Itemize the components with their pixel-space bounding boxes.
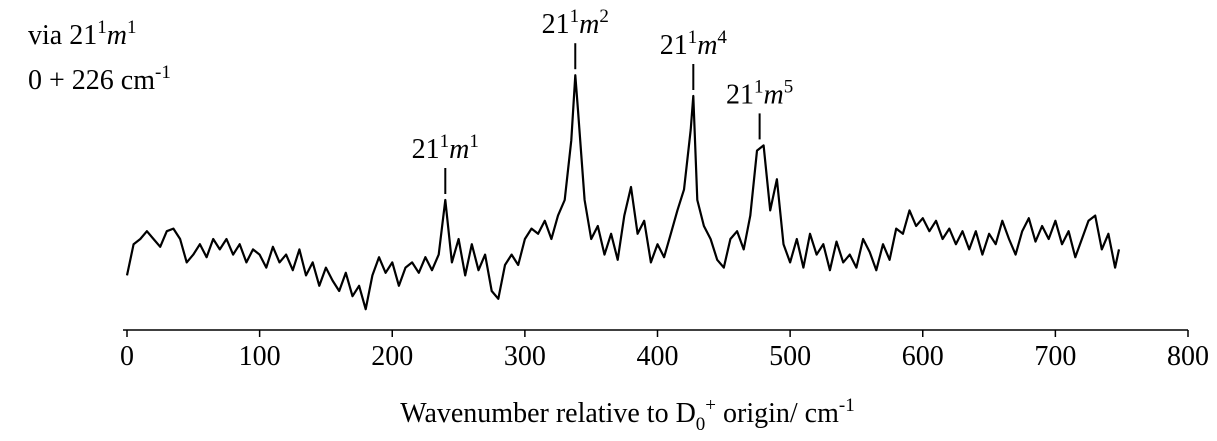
text-part: m bbox=[107, 20, 127, 51]
x-tick-label: 400 bbox=[637, 341, 679, 372]
text-part: 21 bbox=[660, 30, 688, 61]
text-part: + bbox=[705, 395, 716, 416]
text-part: -1 bbox=[155, 62, 171, 83]
peak-label: 211m4 bbox=[660, 27, 728, 61]
text-part: 1 bbox=[570, 6, 580, 27]
text-part: m bbox=[579, 9, 599, 40]
text-part: 21 bbox=[542, 9, 570, 40]
x-tick-label: 700 bbox=[1034, 341, 1076, 372]
text-part: 21 bbox=[726, 79, 754, 110]
text-part: via 21 bbox=[28, 20, 97, 51]
peak-label: 211m2 bbox=[542, 6, 609, 40]
text-part: -1 bbox=[839, 395, 855, 416]
text-part: 1 bbox=[688, 27, 698, 48]
x-tick-label: 0 bbox=[120, 341, 134, 372]
text-part: 1 bbox=[440, 131, 450, 152]
text-part: 2 bbox=[599, 6, 609, 27]
note: via 211m1 bbox=[28, 17, 136, 51]
text-part: 21 bbox=[412, 134, 440, 165]
text-part: 5 bbox=[784, 76, 794, 97]
x-tick-label: 600 bbox=[902, 341, 944, 372]
peak-label: 211m1 bbox=[412, 131, 479, 165]
text-part: 1 bbox=[97, 17, 107, 38]
x-tick-label: 100 bbox=[239, 341, 281, 372]
text-part: origin/ cm bbox=[716, 398, 839, 429]
text-part: 1 bbox=[469, 131, 479, 152]
text-part: m bbox=[697, 30, 717, 61]
x-tick-label: 500 bbox=[769, 341, 811, 372]
text-part: 0 + 226 cm bbox=[28, 65, 155, 96]
x-tick-label: 200 bbox=[371, 341, 413, 372]
text-part: m bbox=[764, 79, 784, 110]
text-part: 1 bbox=[754, 76, 764, 97]
x-tick-label: 800 bbox=[1167, 341, 1209, 372]
spectrum-line bbox=[125, 74, 1121, 311]
text-part: Wavenumber relative to D bbox=[400, 398, 696, 429]
x-axis-title: Wavenumber relative to D0+ origin/ cm-1 bbox=[400, 395, 854, 435]
text-part: m bbox=[449, 134, 469, 165]
text-part: 1 bbox=[127, 17, 137, 38]
text-part: 0 bbox=[696, 414, 706, 435]
text-part: 4 bbox=[717, 27, 727, 48]
note: 0 + 226 cm-1 bbox=[28, 62, 171, 96]
x-tick-label: 300 bbox=[504, 341, 546, 372]
peak-label: 211m5 bbox=[726, 76, 793, 110]
